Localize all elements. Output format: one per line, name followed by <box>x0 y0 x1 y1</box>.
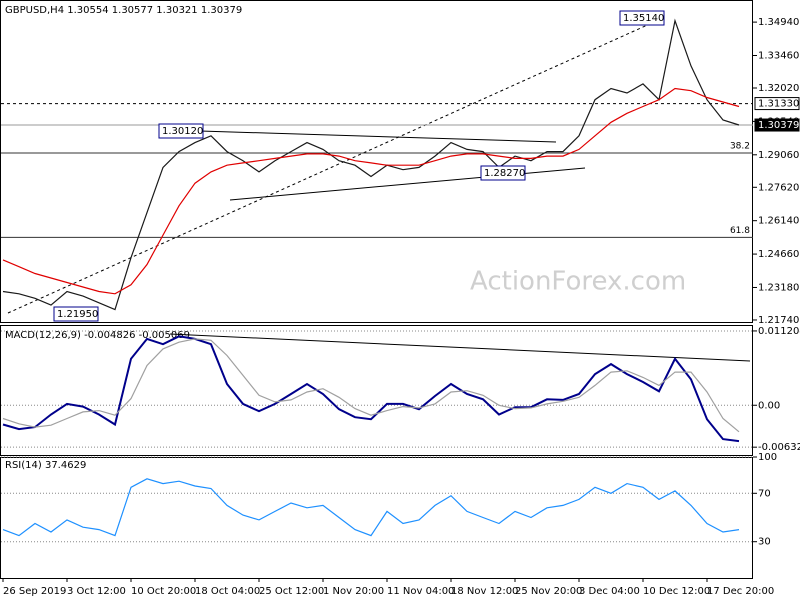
y-tick-label: 0.011204 <box>758 326 800 337</box>
y-tick-label: 1.21740 <box>758 315 799 326</box>
y-tick-label: 0.00 <box>758 400 780 411</box>
series-line <box>2 478 740 537</box>
x-tick-label: 10 Oct 20:00 <box>131 586 196 597</box>
y-tick-label: 70 <box>758 488 771 499</box>
y-tick-label: 1.34940 <box>758 17 799 28</box>
y-tick-label: 1.27620 <box>758 182 799 193</box>
triangle-lower <box>229 167 586 201</box>
price-panel-frame <box>0 0 753 323</box>
y-tick-label: 1.33460 <box>758 51 799 62</box>
annotation: 1.28270 <box>484 168 525 179</box>
annotation: 1.30120 <box>162 126 203 137</box>
y-tick-label: 1.29060 <box>758 150 799 161</box>
annotation: 1.35140 <box>623 13 664 24</box>
x-tick-label: 11 Nov 04:00 <box>387 586 454 597</box>
annotation: 1.21950 <box>57 309 98 320</box>
series-line <box>2 338 740 433</box>
triangle-upper <box>199 130 557 143</box>
fib-label: 61.8 <box>730 226 750 236</box>
y-tick-label: 30 <box>758 537 771 548</box>
rsi-title: RSI(14) 37.4629 <box>5 460 86 471</box>
macd-panel-frame <box>0 325 753 456</box>
y-tick-label: 1.23180 <box>758 282 799 293</box>
macd-trend-line <box>169 333 751 362</box>
annotation-box <box>158 123 204 139</box>
macd-title: MACD(12,26,9) -0.004826 -0.005069 <box>5 330 190 341</box>
x-tick-label: 18 Oct 04:00 <box>195 586 260 597</box>
x-tick-label: 25 Nov 20:00 <box>515 586 582 597</box>
y-tick-label: 1.32020 <box>758 83 799 94</box>
level-label-box <box>754 97 800 111</box>
price-title: GBPUSD,H4 1.30554 1.30577 1.30321 1.3037… <box>5 5 242 16</box>
annotation-box <box>480 165 526 181</box>
level-label: 1.30379 <box>758 120 799 131</box>
series-line <box>2 335 740 443</box>
x-tick-label: 3 Oct 12:00 <box>67 586 126 597</box>
x-tick-label: 17 Dec 20:00 <box>707 586 774 597</box>
y-tick-label: 1.26140 <box>758 216 799 227</box>
annotation-box <box>53 306 99 322</box>
x-tick-label: 25 Oct 12:00 <box>259 586 324 597</box>
series-line <box>2 18 740 311</box>
y-tick-label: 100 <box>758 452 777 463</box>
x-tick-label: 18 Nov 12:00 <box>451 586 518 597</box>
y-tick-label: 1.24660 <box>758 249 799 260</box>
layout <box>0 0 753 579</box>
series-line <box>2 87 740 295</box>
x-tick-label: 26 Sep 2019 <box>3 586 66 597</box>
level-label-box <box>754 118 800 132</box>
annotation-box <box>619 10 665 26</box>
fib-label: 38.2 <box>730 141 750 151</box>
level-label: 1.31330 <box>758 99 799 110</box>
x-tick-label: 10 Dec 12:00 <box>643 586 710 597</box>
x-tick-label: 1 Nov 20:00 <box>323 586 384 597</box>
watermark: ActionForex.com <box>470 267 686 297</box>
y-tick-label: -0.00632 <box>758 442 800 453</box>
x-tick-label: 3 Dec 04:00 <box>579 586 640 597</box>
